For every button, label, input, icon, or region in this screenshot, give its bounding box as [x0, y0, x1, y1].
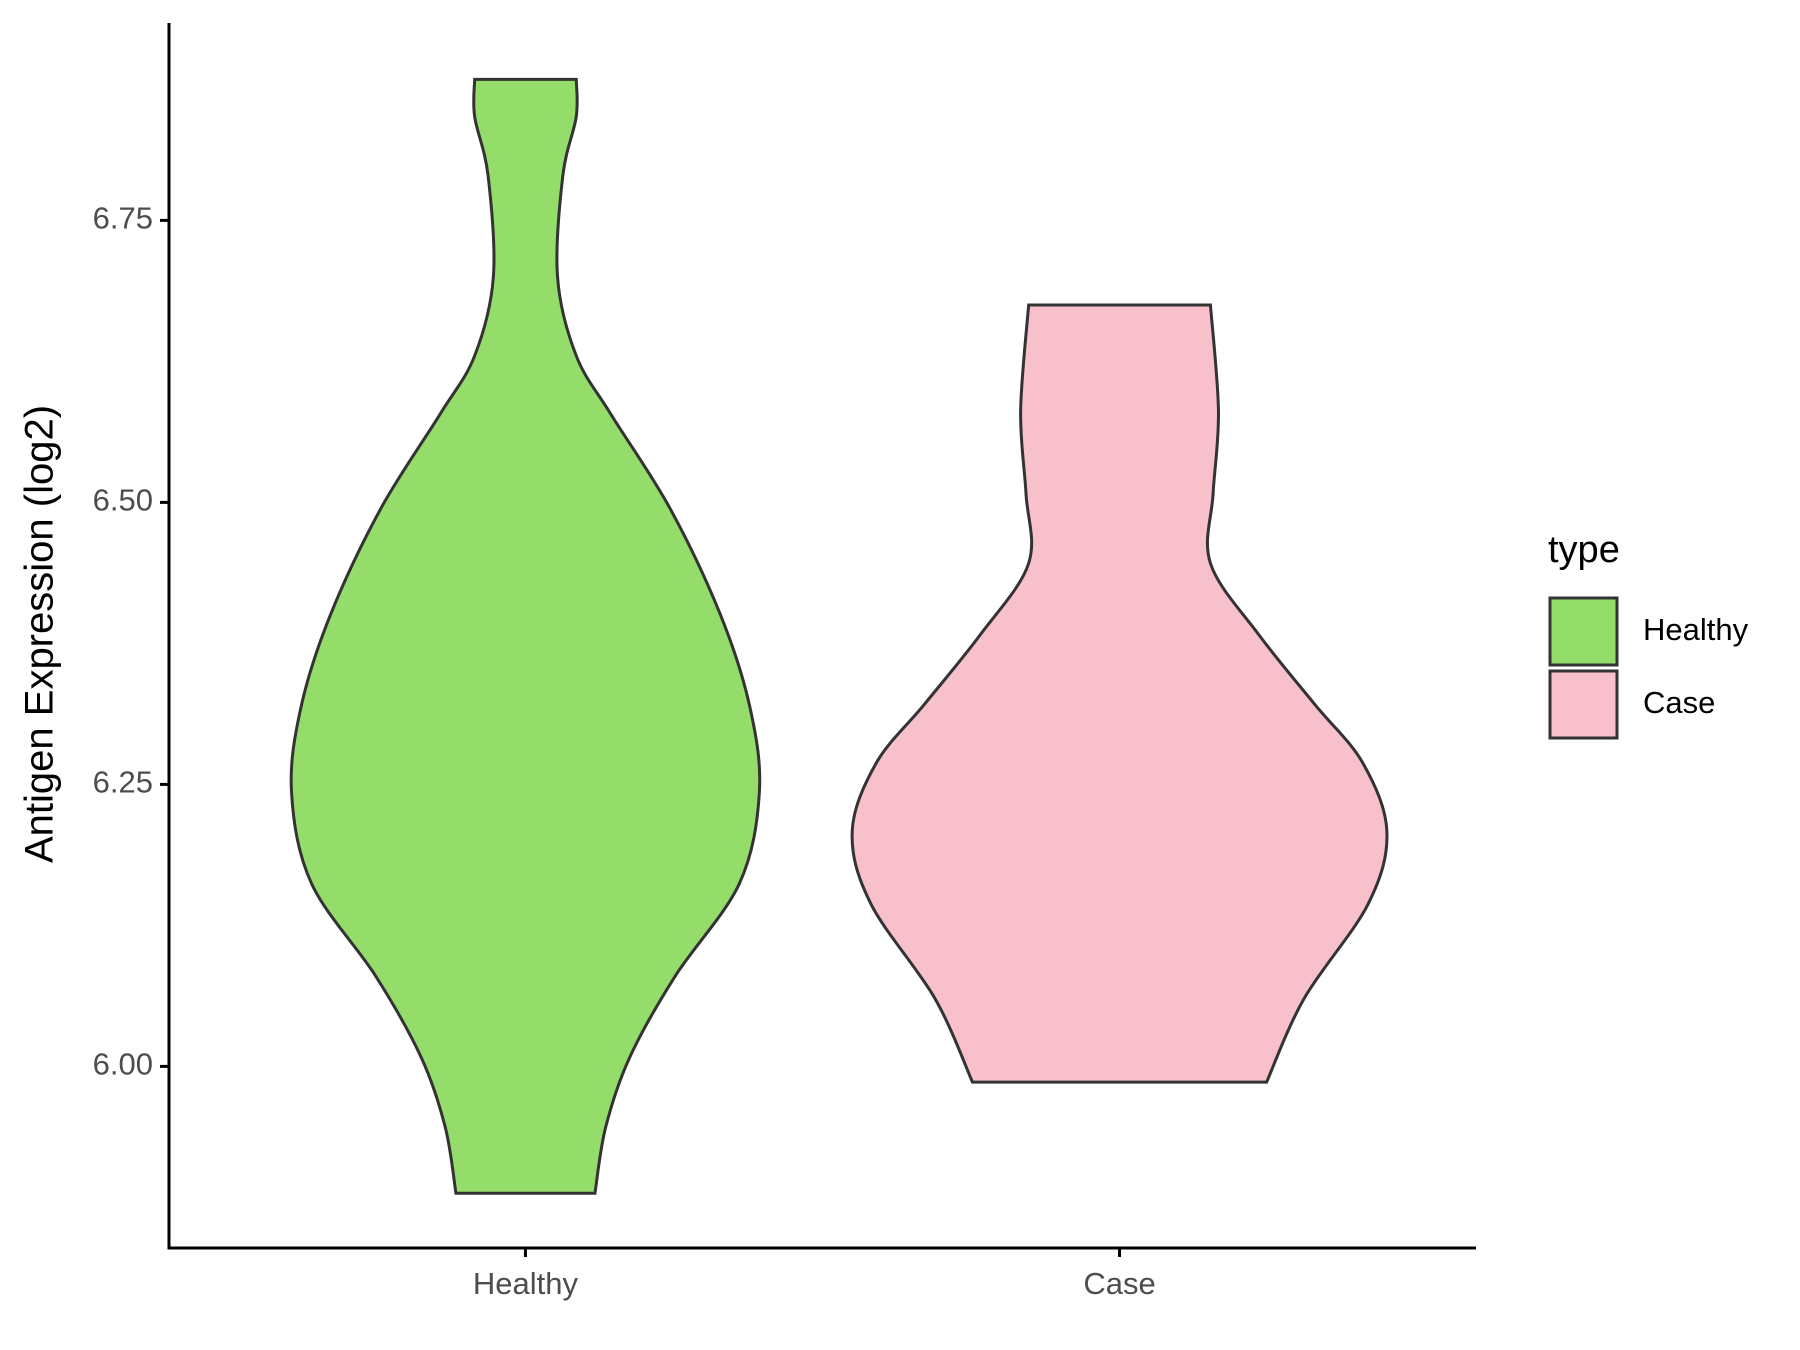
violin — [289, 77, 762, 1195]
y-tick-label: 6.00 — [93, 1047, 153, 1082]
legend-label: Healthy — [1643, 612, 1749, 647]
violin — [850, 303, 1389, 1084]
legend-label: Case — [1643, 685, 1715, 720]
x-tick-label: Healthy — [473, 1266, 579, 1301]
y-tick-label: 6.50 — [93, 483, 153, 518]
y-axis-label: Antigen Expression (log2) — [18, 405, 62, 863]
x-tick-label: Case — [1083, 1266, 1155, 1301]
y-tick-label: 6.75 — [93, 201, 153, 236]
legend-title: type — [1548, 529, 1620, 571]
legend-key — [1548, 596, 1619, 667]
y-tick-label: 6.25 — [93, 765, 153, 800]
legend-key — [1548, 669, 1619, 740]
